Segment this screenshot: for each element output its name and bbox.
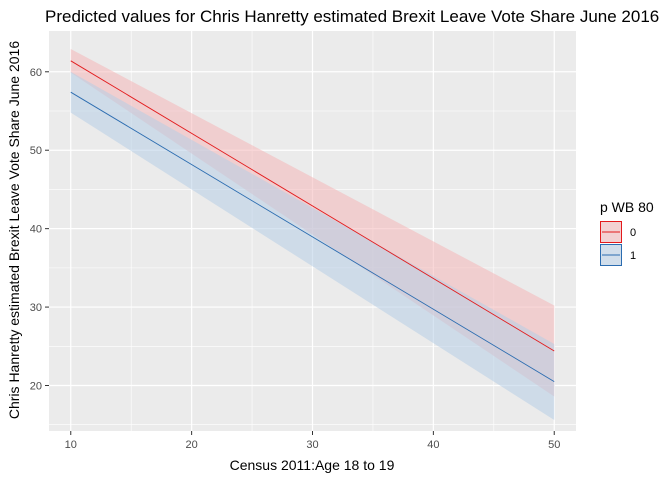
y-axis-title: Chris Hanretty estimated Brexit Leave Vo…: [6, 41, 22, 419]
x-tick-label: 50: [548, 439, 560, 451]
ribbon-series-1: [70, 71, 555, 421]
y-tick-label: 60: [30, 67, 42, 79]
series-lines: [70, 60, 555, 382]
x-tick-label: 20: [186, 439, 198, 451]
x-axis-ticks: 10 20 30 40 50: [65, 431, 560, 451]
line-series-0: [70, 60, 555, 352]
legend-label-1: 1: [630, 250, 636, 262]
y-tick-label: 40: [30, 224, 42, 236]
y-axis-ticks: 20 30 40 50 60: [30, 67, 49, 393]
y-tick-label: 50: [30, 145, 42, 157]
x-tick-label: 30: [306, 439, 318, 451]
legend-title: p WB 80: [600, 199, 654, 215]
legend-label-0: 0: [630, 227, 636, 239]
y-tick-label: 20: [30, 381, 42, 393]
legend: p WB 80 0 1: [600, 199, 654, 266]
chart-title: Predicted values for Chris Hanretty esti…: [45, 7, 659, 26]
x-tick-label: 40: [427, 439, 439, 451]
y-tick-label: 30: [30, 302, 42, 314]
x-tick-label: 10: [65, 439, 77, 451]
x-axis-title: Census 2011:Age 18 to 19: [230, 457, 395, 473]
line-series-1: [70, 91, 555, 382]
